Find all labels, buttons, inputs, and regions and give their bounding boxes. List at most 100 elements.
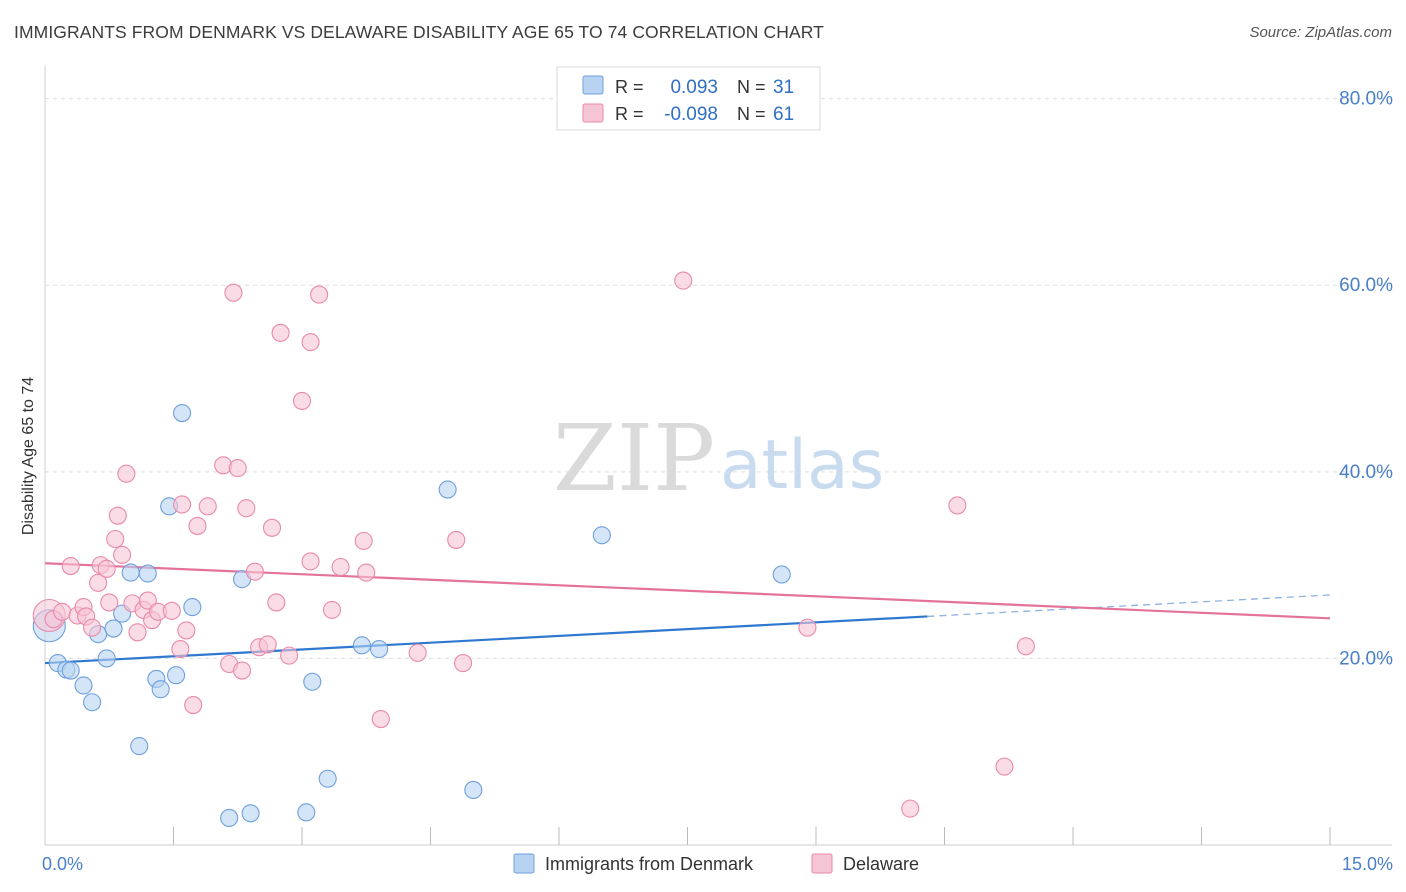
- denmark-point-11: [130, 737, 149, 756]
- legend-r-value-2: -0.098: [664, 104, 718, 125]
- delaware-point-14: [113, 545, 132, 564]
- delaware-point-29: [214, 456, 233, 475]
- delaware-point-51: [408, 643, 427, 662]
- legend-swatch-pink: [582, 103, 604, 123]
- denmark-point-23: [303, 672, 322, 691]
- legend-bottom-swatch-blue: [513, 853, 535, 874]
- legend-r-label-2: R =: [615, 104, 644, 124]
- delaware-point-42: [292, 391, 312, 410]
- denmark-point-27: [438, 480, 457, 499]
- denmark-point-7: [97, 649, 116, 668]
- delaware-point-55: [798, 618, 817, 637]
- delaware-point-31: [224, 283, 243, 302]
- delaware-point-49: [357, 563, 376, 582]
- denmark-trend-line: [44, 615, 928, 665]
- legend-series-delaware: Delaware: [843, 854, 919, 874]
- y-tick-label-1: 40.0%: [1339, 462, 1393, 483]
- denmark-point-24: [318, 769, 337, 788]
- denmark-point-22: [297, 803, 316, 822]
- denmark-point-4: [74, 676, 93, 695]
- denmark-point-26: [370, 640, 389, 659]
- x-tick-label-1: 15.0%: [1342, 854, 1393, 874]
- denmark-point-10: [121, 563, 140, 582]
- delaware-point-43: [301, 552, 320, 571]
- legend-series-denmark: Immigrants from Denmark: [545, 854, 754, 874]
- chart-title: IMMIGRANTS FROM DENMARK VS DELAWARE DISA…: [14, 22, 824, 42]
- legend-bottom-swatch-pink: [811, 853, 833, 874]
- denmark-point-19: [220, 808, 239, 827]
- legend-r-label-1: R =: [615, 77, 644, 97]
- source-note: Source: ZipAtlas.com: [1249, 24, 1392, 41]
- denmark-point-14: [151, 680, 170, 699]
- delaware-point-23: [171, 640, 190, 659]
- delaware-point-53: [454, 654, 473, 673]
- watermark-atlas: atlas: [720, 426, 884, 505]
- delaware-point-25: [177, 621, 196, 640]
- delaware-point-40: [271, 323, 290, 342]
- y-tick-label-2: 60.0%: [1339, 275, 1393, 296]
- delaware-point-41: [280, 646, 299, 665]
- delaware-point-26: [184, 696, 203, 715]
- denmark-point-3: [61, 661, 80, 680]
- delaware-point-22: [162, 601, 181, 620]
- legend-r-value-1: 0.093: [670, 77, 718, 98]
- watermark-zip: ZIP: [553, 405, 715, 512]
- delaware-point-52: [447, 530, 466, 549]
- denmark-point-28: [464, 780, 483, 800]
- watermark: ZIP atlas: [553, 405, 884, 512]
- grid-lines: [45, 98, 1392, 659]
- delaware-point-56: [901, 799, 920, 818]
- delaware-point-11: [100, 593, 119, 612]
- delaware-point-58: [995, 757, 1014, 776]
- delaware-point-17: [128, 623, 147, 642]
- denmark-point-18: [183, 598, 202, 617]
- delaware-point-19: [138, 591, 157, 610]
- delaware-point-12: [106, 529, 125, 549]
- delaware-point-7: [83, 618, 102, 637]
- delaware-point-33: [232, 661, 252, 680]
- denmark-trend-extension: [927, 594, 1331, 618]
- delaware-point-34: [237, 499, 256, 518]
- delaware-point-46: [322, 600, 342, 619]
- delaware-point-35: [245, 562, 264, 581]
- legend-n-value-2: 61: [773, 104, 794, 125]
- delaware-point-54: [674, 271, 693, 290]
- delaware-point-47: [331, 557, 350, 577]
- delaware-point-39: [267, 593, 286, 612]
- denmark-point-17: [173, 404, 192, 423]
- denmark-point-30: [772, 565, 791, 584]
- denmark-point-29: [592, 526, 611, 545]
- legend-n-label-1: N =: [737, 77, 766, 97]
- denmark-point-8: [104, 619, 123, 638]
- delaware-point-45: [310, 285, 329, 304]
- delaware-point-38: [262, 518, 282, 537]
- denmark-point-16: [167, 666, 186, 685]
- delaware-point-15: [117, 464, 136, 483]
- denmark-point-5: [83, 693, 102, 712]
- axes: [44, 66, 1392, 846]
- stats-legend: R = 0.093 N = 31 R = -0.098 N = 61: [556, 66, 821, 131]
- data-points: [32, 271, 1035, 827]
- series-legend: Immigrants from Denmark Delaware: [513, 853, 919, 874]
- delaware-point-10: [97, 559, 116, 578]
- legend-n-value-1: 31: [773, 77, 794, 98]
- x-tick-label-0: 0.0%: [42, 854, 83, 874]
- delaware-point-32: [228, 459, 247, 478]
- denmark-point-12: [138, 564, 157, 583]
- legend-n-label-2: N =: [737, 104, 766, 124]
- y-axis-label: Disability Age 65 to 74: [20, 377, 37, 535]
- denmark-point-25: [352, 636, 372, 655]
- delaware-point-28: [198, 497, 217, 516]
- delaware-point-48: [354, 531, 373, 550]
- delaware-point-27: [188, 516, 207, 535]
- delaware-point-13: [108, 506, 127, 525]
- delaware-point-57: [948, 496, 967, 515]
- legend-swatch-blue: [582, 75, 604, 95]
- delaware-point-44: [301, 333, 320, 352]
- delaware-point-37: [258, 635, 277, 654]
- y-tick-label-0: 20.0%: [1339, 648, 1393, 669]
- y-tick-label-3: 80.0%: [1339, 89, 1393, 110]
- delaware-point-50: [371, 710, 390, 729]
- denmark-point-21: [241, 804, 260, 823]
